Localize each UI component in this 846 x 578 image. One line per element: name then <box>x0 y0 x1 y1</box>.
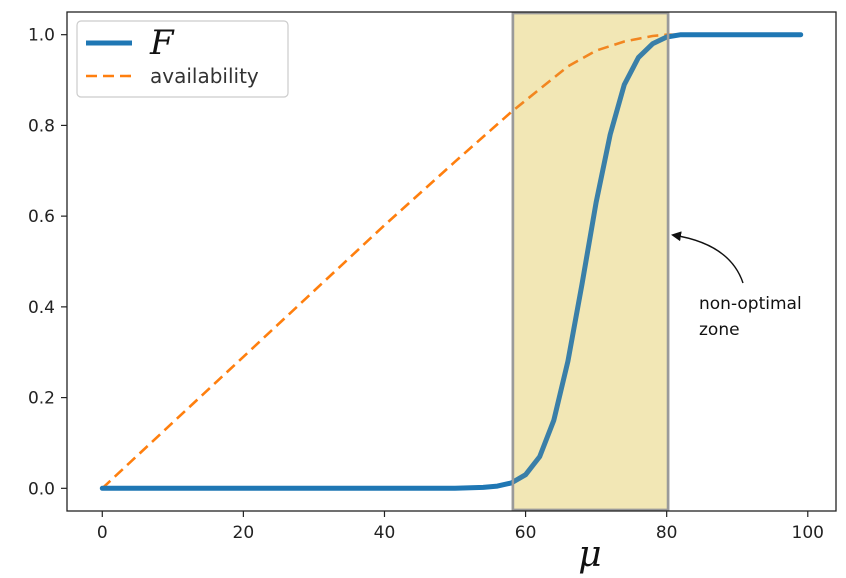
x-tick-label: 100 <box>792 523 824 543</box>
series-line-f <box>99 32 804 491</box>
annotation-arrow <box>671 231 744 284</box>
annotation-text-line: zone <box>699 320 740 340</box>
x-axis-label: μ <box>578 534 601 575</box>
x-tick-label: 40 <box>374 523 396 543</box>
non-optimal-zone-overlay <box>511 11 670 512</box>
legend-label-f: F <box>149 23 175 63</box>
y-tick-label: 0.2 <box>28 389 55 409</box>
y-tick-label: 0.8 <box>28 116 55 136</box>
y-tick-label: 0.4 <box>28 298 55 318</box>
y-tick-label: 0.0 <box>28 479 55 499</box>
plot-area-frame <box>66 11 837 512</box>
x-tick-label: 80 <box>656 523 678 543</box>
legend-box <box>76 20 289 98</box>
series-line-availability <box>101 33 801 490</box>
y-tick-label: 0.6 <box>28 207 55 227</box>
x-tick-label: 20 <box>233 523 255 543</box>
legend-label-availability: availability <box>150 64 259 88</box>
non-optimal-zone-region <box>511 11 670 512</box>
annotation-text-line: non-optimal <box>699 294 802 314</box>
x-tick-label: 60 <box>515 523 537 543</box>
y-tick-label: 1.0 <box>28 26 55 46</box>
x-tick-label: 0 <box>97 523 108 543</box>
